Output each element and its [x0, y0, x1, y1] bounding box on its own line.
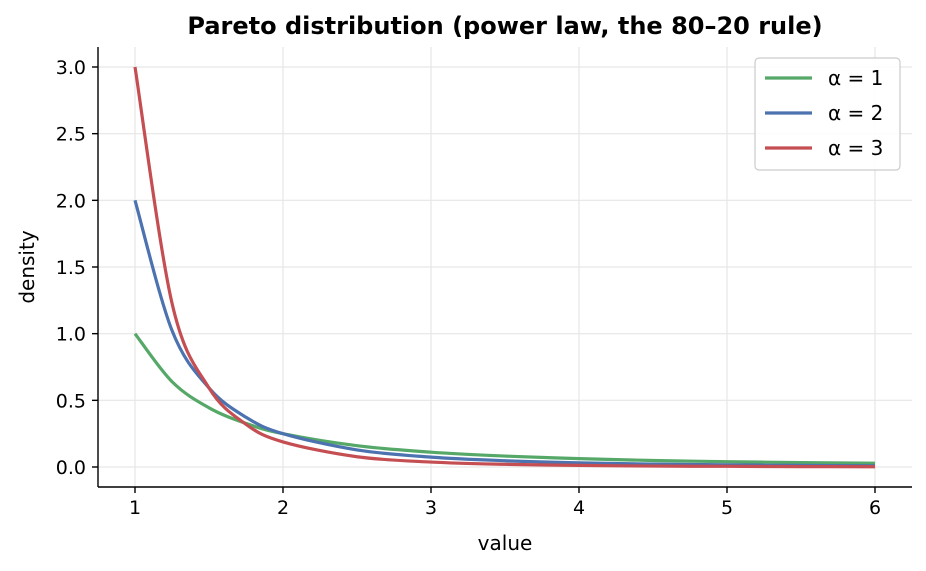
series-line-alpha-3	[133, 66, 876, 469]
legend-label-alpha-1: α = 1	[828, 66, 883, 90]
series-line-alpha-1	[133, 332, 876, 465]
x-tick-label: 2	[277, 497, 289, 519]
y-tick-label: 0.5	[56, 390, 86, 412]
x-tick-label: 4	[573, 497, 585, 519]
legend-label-alpha-3: α = 3	[828, 136, 883, 160]
y-tick-label: 2.5	[56, 124, 86, 146]
legend: α = 1 α = 2 α = 3	[754, 57, 901, 171]
legend-label-alpha-2: α = 2	[828, 101, 883, 125]
y-axis-label: density	[15, 230, 39, 303]
legend-frame	[754, 57, 901, 171]
y-tick-label: 2.0	[56, 190, 86, 212]
y-tick-label: 0.0	[56, 457, 86, 479]
x-tick-label: 6	[869, 497, 881, 519]
y-tick-label: 3.0	[56, 57, 86, 79]
series-layer	[133, 66, 876, 469]
x-tick-label: 1	[129, 497, 141, 519]
y-tick-label: 1.0	[56, 324, 86, 346]
chart-title: Pareto distribution (power law, the 80–2…	[187, 12, 822, 40]
y-axis-ticks: 0.0 0.5 1.0 1.5 2.0 2.5 3.0	[56, 57, 98, 479]
x-axis-ticks: 1 2 3 4 5 6	[129, 487, 881, 519]
y-tick-label: 1.5	[56, 257, 86, 279]
x-tick-label: 5	[721, 497, 733, 519]
x-axis-label: value	[478, 531, 533, 555]
x-tick-label: 3	[425, 497, 437, 519]
